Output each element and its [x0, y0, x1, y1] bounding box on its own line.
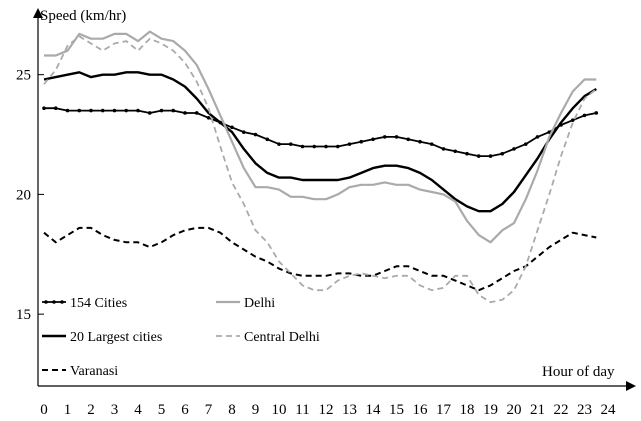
- series-point: [418, 139, 422, 144]
- y-ticks: 15 20 25: [16, 68, 44, 323]
- series-point: [465, 151, 469, 156]
- legend-label: Central Delhi: [244, 330, 320, 345]
- x-tick-label: 5: [158, 402, 166, 418]
- series-point: [171, 108, 176, 113]
- series-point: [535, 135, 540, 139]
- series-point: [453, 149, 458, 154]
- series-point: [288, 142, 293, 146]
- x-tick-label: 17: [436, 402, 452, 418]
- x-tick-label: 21: [530, 402, 545, 418]
- series-point: [77, 108, 82, 113]
- series-point: [65, 108, 70, 113]
- legend-label: Delhi: [244, 296, 275, 311]
- x-tick-label: 13: [342, 402, 357, 418]
- series-point: [89, 108, 93, 113]
- series-point: [53, 106, 58, 110]
- y-axis-arrow: [33, 8, 43, 18]
- legend-marker: [60, 300, 64, 304]
- x-tick-label: 4: [134, 402, 142, 418]
- series-point: [570, 118, 575, 122]
- x-tick-label: 19: [483, 402, 498, 418]
- series-point: [42, 106, 46, 110]
- x-axis-label: Hour of day: [542, 364, 615, 380]
- series-point: [324, 144, 328, 149]
- series-line-154-cities: [44, 107, 597, 158]
- x-ticks: 0 1 2 3 4 5 6 7 8 9 10 11 12 13 14 15 16 17 18 19 20 21 22 23 24: [40, 402, 616, 418]
- series-line-central-delhi: [43, 35, 597, 304]
- x-tick-label: 12: [319, 402, 334, 418]
- x-tick-label: 11: [295, 402, 309, 418]
- x-tick-label: 23: [577, 402, 592, 418]
- series-point: [382, 135, 387, 139]
- series-point: [100, 108, 105, 113]
- series-point: [594, 111, 599, 115]
- series-point: [347, 142, 352, 146]
- series-point: [335, 144, 340, 149]
- x-tick-label: 18: [460, 402, 475, 418]
- series-point: [253, 132, 258, 137]
- x-tick-label: 2: [87, 402, 95, 418]
- x-tick-label: 14: [366, 402, 382, 418]
- y-tick-label: 15: [16, 307, 31, 323]
- x-tick-label: 20: [507, 402, 522, 418]
- series-point: [488, 154, 493, 158]
- legend-label: Varanasi: [70, 364, 118, 379]
- series-line-varanasi: [43, 226, 597, 292]
- x-tick-label: 15: [389, 402, 404, 418]
- series-point: [441, 147, 446, 151]
- x-tick-label: 3: [111, 402, 119, 418]
- series-point: [265, 137, 270, 142]
- series-point: [359, 139, 364, 144]
- series-point: [394, 135, 399, 139]
- y-tick-label: 20: [16, 187, 31, 203]
- series-line-delhi: [44, 30, 597, 244]
- series-line-20-largest-cities: [43, 71, 597, 213]
- series-point: [512, 147, 516, 151]
- series-point: [136, 108, 140, 113]
- series-lines: [42, 30, 599, 304]
- y-tick-label: 25: [16, 68, 31, 84]
- x-tick-label: 7: [205, 402, 213, 418]
- x-tick-label: 10: [272, 402, 287, 418]
- series-point: [523, 142, 528, 146]
- series-point: [300, 144, 305, 149]
- series-point: [277, 142, 281, 146]
- series-point: [194, 111, 199, 115]
- x-tick-label: 22: [554, 402, 569, 418]
- series-point: [500, 151, 505, 156]
- chart-axes: Speed (km/hr) Hour of day: [33, 8, 636, 391]
- series-point: [230, 125, 234, 130]
- x-tick-label: 24: [601, 402, 617, 418]
- series-point: [371, 137, 375, 142]
- x-tick-label: 9: [252, 402, 260, 418]
- legend-label: 20 Largest cities: [70, 330, 162, 345]
- x-tick-label: 1: [64, 402, 72, 418]
- x-tick-label: 8: [228, 402, 236, 418]
- series-point: [241, 130, 246, 134]
- series-point: [183, 111, 187, 115]
- x-tick-label: 16: [413, 402, 429, 418]
- legend-marker: [44, 300, 48, 304]
- series-point: [124, 108, 129, 113]
- legend: 154 Cities 20 Largest cities Varanasi Delhi…: [42, 296, 320, 379]
- series-point: [476, 154, 481, 158]
- x-tick-label: 0: [40, 402, 48, 418]
- series-point: [406, 137, 411, 142]
- legend-label: 154 Cities: [70, 296, 127, 311]
- series-point: [159, 108, 164, 113]
- x-axis-arrow: [626, 381, 636, 391]
- series-point: [206, 115, 211, 120]
- series-point: [147, 111, 152, 115]
- y-axis-label: Speed (km/hr): [40, 8, 126, 24]
- series-point: [429, 142, 434, 146]
- series-point: [112, 108, 117, 113]
- x-tick-label: 6: [181, 402, 189, 418]
- series-point: [312, 144, 317, 149]
- series-point: [582, 113, 587, 118]
- legend-marker: [52, 300, 56, 304]
